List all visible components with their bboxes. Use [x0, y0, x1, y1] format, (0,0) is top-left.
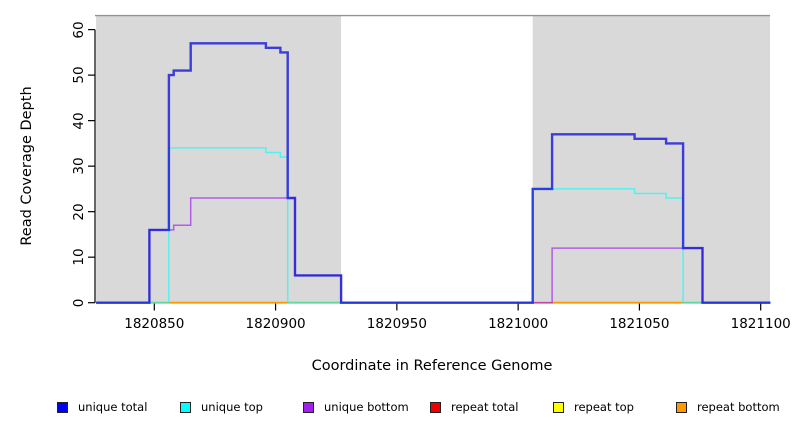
- y-axis-title: Read Coverage Depth: [19, 86, 35, 246]
- y-tick-label: 10: [71, 248, 87, 266]
- repeat-top-swatch: [553, 402, 564, 413]
- x-tick-label: 1821050: [609, 316, 670, 332]
- x-tick-label: 1821100: [730, 316, 791, 332]
- unique-bottom-swatch: [303, 402, 314, 413]
- unique-top-swatch: [180, 402, 191, 413]
- x-tick-label: 1820900: [245, 316, 306, 332]
- shaded-region: [532, 15, 770, 304]
- series-unique-total: [96, 42, 771, 304]
- repeat-total-swatch: [430, 402, 441, 413]
- legend-label: unique bottom: [324, 400, 409, 414]
- y-tick-label: 0: [71, 298, 87, 307]
- y-tick-label: 30: [71, 157, 87, 175]
- legend-label: repeat bottom: [697, 400, 780, 414]
- x-tick-label: 1820950: [366, 316, 427, 332]
- shaded-region: [96, 15, 342, 304]
- y-tick-label: 60: [71, 21, 87, 39]
- legend-label: repeat total: [451, 400, 519, 414]
- y-tick-label: 50: [71, 66, 87, 84]
- x-tick-label: 1820850: [124, 316, 185, 332]
- repeat-bottom-swatch: [676, 402, 687, 413]
- y-tick-label: 20: [71, 203, 87, 221]
- unique-total-swatch: [57, 402, 68, 413]
- x-axis-title: Coordinate in Reference Genome: [311, 358, 553, 374]
- legend: unique total unique top unique bottom repea…: [0, 400, 792, 420]
- legend-label: unique total: [78, 400, 148, 414]
- y-tick-label: 40: [71, 112, 87, 130]
- x-tick-label: 1821000: [488, 316, 549, 332]
- legend-label: unique top: [201, 400, 263, 414]
- legend-label: repeat top: [574, 400, 634, 414]
